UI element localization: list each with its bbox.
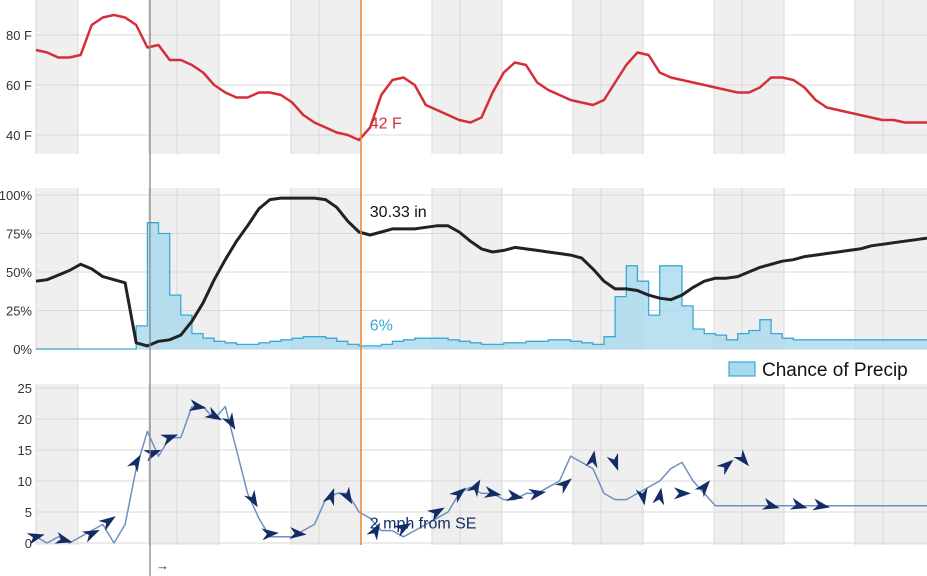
wind-arrow <box>674 487 691 500</box>
wind-arrow <box>204 406 222 421</box>
wind-arrow <box>98 516 116 531</box>
pressure-line <box>35 196 927 348</box>
pressure-readout: 30.33 in <box>370 204 427 221</box>
night-band <box>36 0 78 154</box>
wind-arrow <box>812 498 831 511</box>
wind-arrow <box>244 489 258 508</box>
night-band <box>855 0 927 154</box>
wind-arrow <box>606 452 619 471</box>
wind-arrow <box>694 480 711 498</box>
wind-arrow <box>635 487 648 506</box>
night-band <box>714 188 784 350</box>
night-band <box>149 384 219 545</box>
wind-arrow <box>322 488 335 507</box>
wind-arrow <box>160 434 179 446</box>
wind-arrow <box>188 399 207 412</box>
time-direction-marker: → <box>156 558 169 573</box>
wind-arrow <box>716 459 734 476</box>
wind-arrow <box>26 533 45 545</box>
wind-arrow <box>143 450 162 462</box>
wind-arrow <box>81 529 100 543</box>
temperature-line <box>35 13 927 142</box>
y-tick-label: 25 <box>18 381 32 396</box>
wind-arrow <box>528 488 547 501</box>
y-tick-label: 40 F <box>6 128 32 143</box>
wind-arrow <box>393 523 412 537</box>
night-band <box>291 384 361 545</box>
wind-arrow <box>366 522 381 541</box>
y-tick-label: 10 <box>18 474 32 489</box>
y-tick-label: 5 <box>25 505 32 520</box>
night-band <box>432 188 502 350</box>
night-band <box>432 0 502 154</box>
wind-arrow <box>789 497 808 510</box>
night-band <box>573 384 643 545</box>
wind-arrow <box>733 449 749 467</box>
wind-readout: 2 mph from SE <box>370 516 477 533</box>
wind-arrow <box>483 486 502 498</box>
wind-arrow <box>54 532 73 544</box>
night-band <box>291 0 361 154</box>
wind-arrow <box>585 450 598 469</box>
wind-arrow <box>221 412 236 430</box>
wind-arrow <box>449 487 467 504</box>
wind-arrow <box>127 454 141 473</box>
night-band <box>855 384 927 545</box>
night-band <box>36 384 78 545</box>
wind-arrow <box>261 528 279 541</box>
y-tick-label: 0% <box>13 342 32 357</box>
wind-arrow <box>466 479 481 498</box>
y-tick-label: 60 F <box>6 78 32 93</box>
y-tick-label: 0 <box>25 536 32 551</box>
legend-swatch <box>728 361 756 377</box>
y-tick-label: 100% <box>0 188 32 203</box>
wind-arrow <box>761 497 780 510</box>
night-band <box>855 188 927 350</box>
y-tick-label: 50% <box>6 265 32 280</box>
wind-arrow <box>505 489 524 502</box>
wind-speed-line <box>35 405 927 544</box>
temperature-readout: 42 F <box>370 116 402 133</box>
wind-arrow <box>652 487 665 506</box>
wind-arrow <box>289 527 307 539</box>
precip-line <box>36 222 927 350</box>
precip-readout: 6% <box>370 318 393 335</box>
legend-label: Chance of Precip <box>762 360 908 381</box>
wind-arrow <box>555 478 572 494</box>
y-tick-label: 15 <box>18 443 32 458</box>
y-tick-label: 80 F <box>6 28 32 43</box>
y-tick-label: 25% <box>6 304 32 319</box>
wind-arrow <box>426 507 445 522</box>
wind-arrow <box>338 486 353 505</box>
night-band <box>291 188 361 350</box>
night-band <box>432 384 502 545</box>
night-band <box>573 0 643 154</box>
y-tick-label: 75% <box>6 227 32 242</box>
y-tick-label: 20 <box>18 412 32 427</box>
